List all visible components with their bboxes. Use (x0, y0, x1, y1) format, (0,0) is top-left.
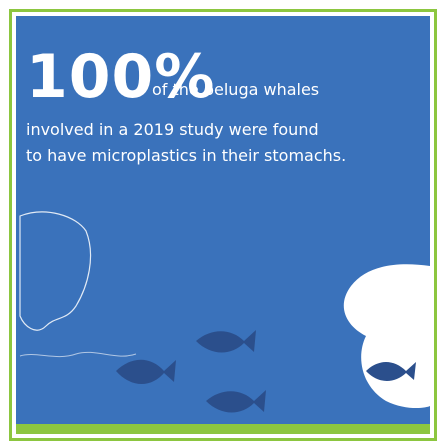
bay-map (20, 212, 91, 330)
fish (206, 390, 266, 413)
frame: 100% of the beluga whales involved in a … (9, 9, 437, 441)
fish (116, 360, 176, 384)
fish (196, 330, 256, 353)
coast-line (20, 352, 136, 356)
lead-text: of the beluga whales (152, 80, 319, 99)
ground-strip (16, 424, 430, 434)
body-line: involved in a 2019 study were found (26, 120, 319, 139)
beluga (344, 264, 430, 408)
body-line: to have microplastics in their stomachs. (26, 146, 346, 165)
fish-group (116, 330, 266, 413)
panel: 100% of the beluga whales involved in a … (16, 16, 430, 434)
stat: 100% (26, 42, 215, 112)
